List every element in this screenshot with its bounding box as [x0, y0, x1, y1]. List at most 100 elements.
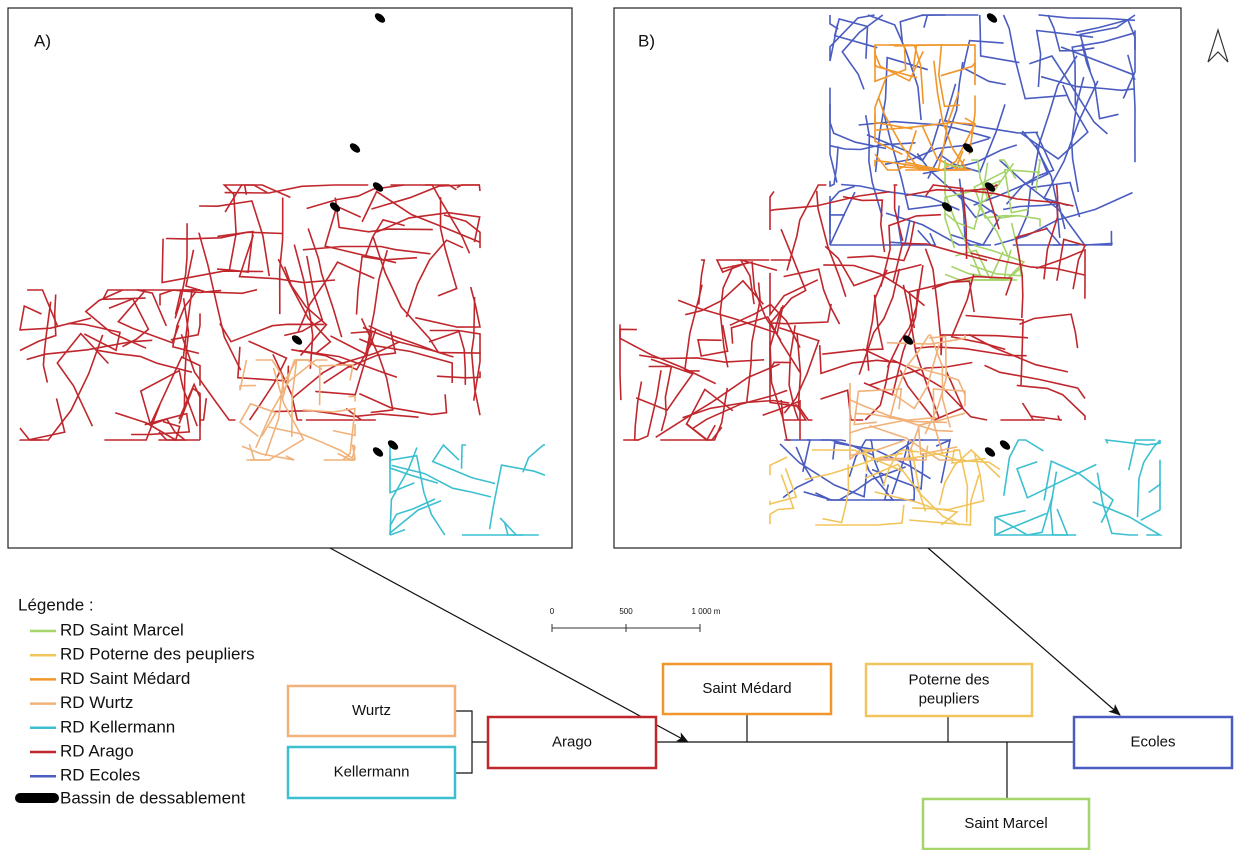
pipe — [268, 426, 356, 461]
scale-bar: 0 500 1 000 m — [550, 607, 721, 632]
pipe — [56, 332, 109, 427]
pipe — [849, 416, 937, 435]
pipe — [769, 474, 795, 525]
pipe — [888, 44, 925, 104]
pipe — [462, 517, 523, 536]
pipe — [908, 474, 980, 526]
pipe — [970, 252, 1086, 276]
pipe — [921, 125, 972, 171]
pipe — [1035, 248, 1086, 299]
legend-label: RD Ecoles — [60, 766, 140, 785]
pipe — [635, 358, 694, 412]
pipe — [180, 334, 236, 421]
pipe — [922, 144, 1018, 175]
pipe — [456, 184, 481, 192]
pipe — [198, 232, 242, 371]
pipe — [889, 334, 930, 420]
pipe — [973, 170, 1020, 219]
pipe — [867, 14, 922, 121]
pipe — [823, 264, 926, 307]
pipe — [697, 259, 706, 305]
pipe — [488, 464, 546, 530]
basin — [986, 13, 998, 23]
legend-label: RD Saint Marcel — [60, 620, 184, 639]
pipe — [199, 398, 208, 421]
node-box — [661, 662, 833, 716]
basin — [902, 335, 914, 345]
pipe — [803, 491, 848, 501]
pipe — [971, 159, 989, 199]
pipe — [389, 455, 439, 484]
pipe — [849, 383, 861, 460]
pipe — [874, 44, 907, 83]
pipe — [769, 322, 798, 407]
pipe — [849, 439, 906, 457]
pipe — [1056, 238, 1087, 290]
node-label: Kellermann — [334, 763, 410, 780]
pipe — [925, 184, 968, 260]
pipe — [892, 344, 940, 410]
pipe — [284, 255, 324, 337]
pipe — [391, 464, 492, 498]
pipe — [886, 264, 924, 368]
pipe — [255, 359, 328, 449]
pipe — [829, 104, 887, 150]
pipe — [19, 294, 57, 352]
pipe — [1003, 439, 1044, 496]
pipe — [306, 184, 405, 210]
pipe — [19, 304, 92, 331]
pipe — [865, 269, 888, 371]
pipe — [691, 389, 788, 430]
pipe — [820, 389, 864, 421]
pipe — [938, 448, 1001, 505]
pipe — [874, 56, 929, 173]
pipe — [886, 335, 966, 345]
pipe — [315, 330, 373, 396]
pipe — [762, 399, 801, 440]
pipe — [42, 301, 52, 383]
pipe — [719, 264, 735, 368]
basin — [999, 440, 1011, 450]
legend-label: RD Arago — [60, 741, 134, 760]
pipe — [910, 449, 927, 512]
pipe — [27, 289, 59, 327]
pipe — [150, 355, 201, 424]
pipe — [364, 218, 405, 260]
legend-label: Bassin de dessablement — [60, 788, 246, 807]
pipe — [302, 407, 356, 461]
pipe — [224, 184, 268, 213]
pipe — [1000, 402, 1045, 421]
legend-label: RD Saint Médard — [60, 669, 190, 688]
pipe — [769, 468, 798, 506]
node-box — [1072, 715, 1234, 770]
node-box — [486, 715, 658, 770]
pipe — [848, 439, 905, 478]
node-box — [286, 745, 457, 800]
pipe — [376, 211, 481, 243]
pipe — [804, 452, 903, 481]
pipe — [224, 184, 369, 194]
pipe — [1043, 184, 1059, 280]
pipe — [1002, 14, 1068, 100]
legend-title: Légende : — [18, 595, 94, 614]
node-box — [921, 797, 1091, 850]
pipe — [830, 219, 911, 246]
pipe — [623, 370, 662, 441]
pipe — [639, 354, 765, 363]
pipe — [1047, 14, 1095, 52]
pipe — [697, 324, 729, 357]
pipe — [655, 363, 780, 438]
pipe — [238, 234, 336, 284]
pipe — [178, 382, 201, 426]
pipe — [348, 395, 356, 402]
pipe — [1127, 439, 1156, 471]
panel-label: B) — [638, 31, 655, 50]
basin — [372, 182, 384, 192]
basin — [387, 440, 399, 450]
pipe — [1122, 30, 1136, 99]
pipe — [897, 91, 960, 171]
pipe — [429, 329, 481, 401]
pipe — [882, 449, 919, 487]
pipe — [108, 297, 150, 348]
pipe — [1035, 159, 1041, 192]
